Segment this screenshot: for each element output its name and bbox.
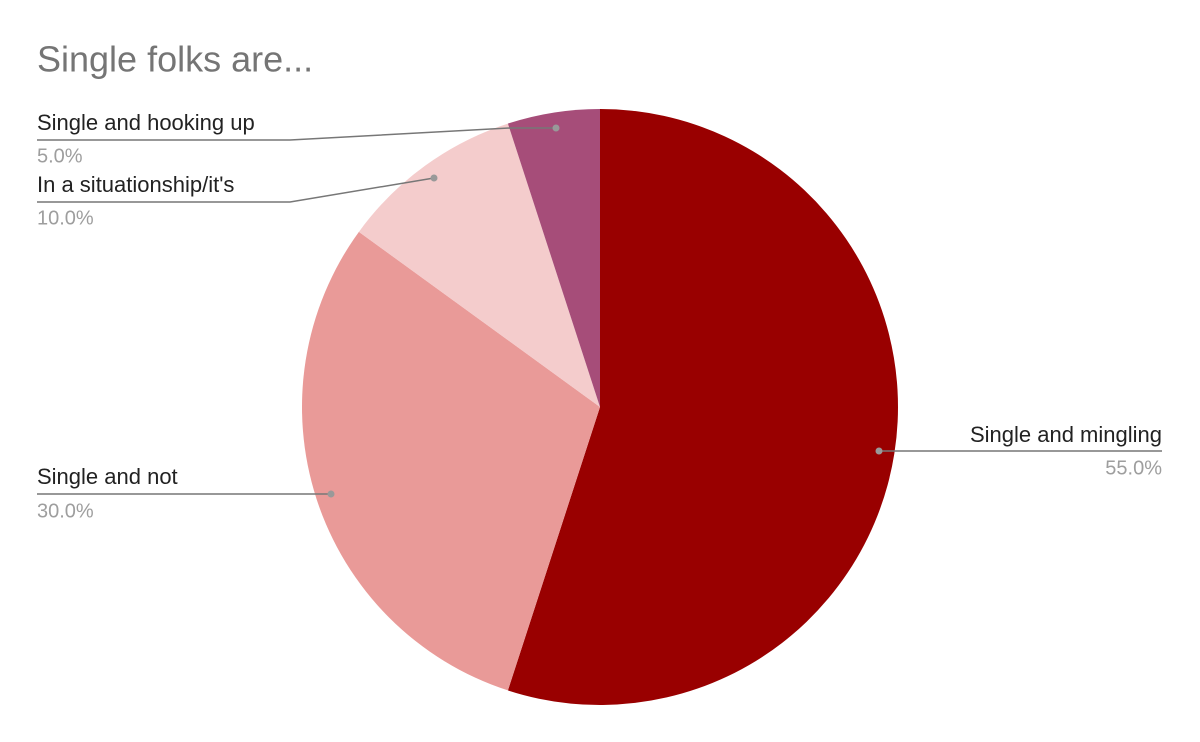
- slice-label: Single and not: [37, 464, 178, 489]
- slice-label: Single and mingling: [970, 422, 1162, 447]
- leader-line: [37, 127, 556, 141]
- leader-line: [37, 177, 435, 203]
- pie-slice: [301, 231, 600, 691]
- chart-title: Single folks are...: [37, 39, 313, 80]
- slice-value: 10.0%: [37, 207, 94, 229]
- slice-value: 30.0%: [37, 500, 94, 522]
- slice-value: 5.0%: [37, 145, 83, 167]
- pie-slice: [358, 123, 600, 408]
- slice-label: In a situationship/it's: [37, 172, 234, 197]
- leader-dot: [430, 174, 438, 182]
- slice-label: Single and hooking up: [37, 110, 255, 135]
- leader-dot: [327, 490, 335, 498]
- pie-slice: [507, 109, 600, 407]
- leader-dot: [875, 447, 883, 455]
- pie-slice: [507, 109, 898, 705]
- leader-dot: [552, 124, 560, 132]
- slice-value: 55.0%: [1105, 457, 1162, 479]
